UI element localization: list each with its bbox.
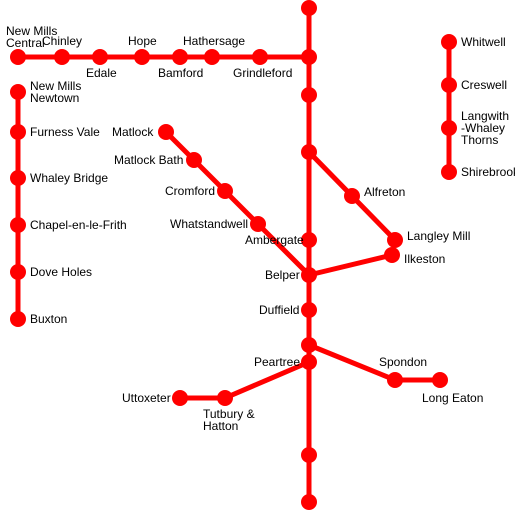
station-dot <box>10 311 26 327</box>
station-dot <box>186 152 202 168</box>
station-dot <box>301 49 317 65</box>
station-label: Langley Mill <box>407 230 470 242</box>
station-dot <box>252 49 268 65</box>
rail-line-segment <box>309 255 392 275</box>
station-label: Peartree <box>254 356 300 368</box>
station-dot <box>301 0 317 16</box>
station-dot <box>10 170 26 186</box>
station-label: Duffield <box>259 304 299 316</box>
station-label: Tutbury & Hatton <box>203 408 255 432</box>
station-label: Hathersage <box>183 35 245 47</box>
station-dot <box>250 216 266 232</box>
station-dot <box>172 49 188 65</box>
station-dot <box>387 372 403 388</box>
station-dot <box>301 144 317 160</box>
station-label: Long Eaton <box>422 392 483 404</box>
station-dot <box>10 84 26 100</box>
station-label: Chapel-en-le-Frith <box>30 219 127 231</box>
station-dot <box>301 302 317 318</box>
station-dot <box>301 267 317 283</box>
station-dot <box>384 247 400 263</box>
station-label: Matlock Bath <box>114 154 183 166</box>
station-label: New Mills Newtown <box>30 80 81 104</box>
station-label: Whaley Bridge <box>30 172 108 184</box>
station-label: New Mills Central <box>6 25 57 49</box>
station-dot <box>344 188 360 204</box>
station-label: Edale <box>86 67 117 79</box>
station-dot <box>432 372 448 388</box>
station-label: Whatstandwell <box>170 218 248 230</box>
station-label: Furness Vale <box>30 126 100 138</box>
station-label: Matlock <box>112 126 153 138</box>
station-label: Spondon <box>379 356 427 368</box>
station-dot <box>217 390 233 406</box>
station-dot <box>441 77 457 93</box>
station-dot <box>10 217 26 233</box>
station-dot <box>134 49 150 65</box>
station-dot <box>301 87 317 103</box>
station-dot <box>301 354 317 370</box>
station-label: Dove Holes <box>30 266 92 278</box>
station-label: Uttoxeter <box>122 392 171 404</box>
station-dot <box>217 183 233 199</box>
station-label: Bamford <box>158 67 203 79</box>
station-label: Creswell <box>461 79 507 91</box>
station-dot <box>54 49 70 65</box>
station-label: Langwith -Whaley Thorns <box>461 110 509 146</box>
station-dot <box>10 124 26 140</box>
station-dot <box>10 264 26 280</box>
station-label: Whitwell <box>461 36 506 48</box>
station-label: Shirebrook <box>461 166 515 178</box>
station-label: Grindleford <box>233 67 292 79</box>
station-label: Alfreton <box>364 186 405 198</box>
station-dot <box>301 337 317 353</box>
station-dot <box>92 49 108 65</box>
station-dot <box>441 164 457 180</box>
station-label: Belper <box>265 269 300 281</box>
station-label: Ambergate <box>245 234 304 246</box>
station-label: Cromford <box>165 185 215 197</box>
station-dot <box>301 447 317 463</box>
station-label: Ilkeston <box>404 253 445 265</box>
station-dot <box>172 390 188 406</box>
station-dot <box>158 124 174 140</box>
station-label: Buxton <box>30 313 67 325</box>
station-label: Hope <box>128 35 157 47</box>
station-dot <box>10 49 26 65</box>
station-dot <box>441 34 457 50</box>
station-dot <box>204 49 220 65</box>
station-dot <box>387 232 403 248</box>
station-dot <box>441 120 457 136</box>
station-dot <box>301 494 317 510</box>
